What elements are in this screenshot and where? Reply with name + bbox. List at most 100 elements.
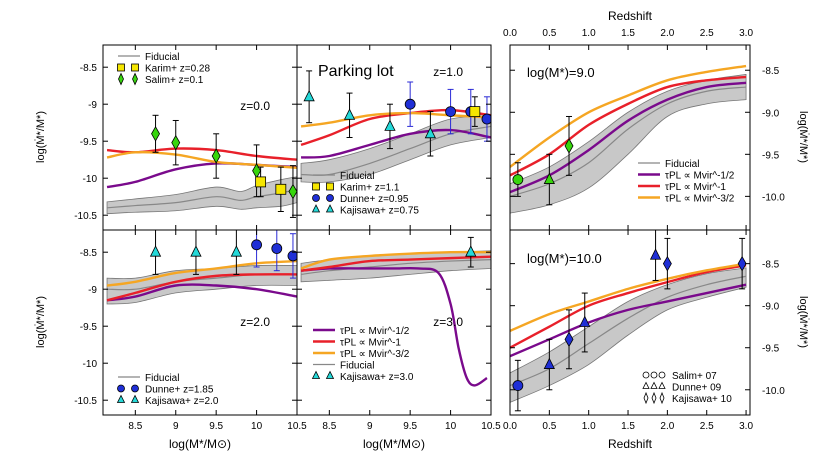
data-point-square bbox=[275, 183, 287, 195]
x-tick-label: 9 bbox=[367, 421, 373, 432]
panel-title: Parking lot bbox=[318, 63, 394, 80]
x-tick-label: 10 bbox=[251, 421, 263, 432]
y-tick-label: -9.0 bbox=[762, 108, 780, 119]
legend-label: Dunne+ z=0.95 bbox=[340, 194, 409, 205]
purple-line bbox=[300, 266, 488, 387]
panel-label: log(M*)=10.0 bbox=[527, 251, 602, 266]
legend-label: τPL ∝ Mvir^-3/2 bbox=[340, 349, 410, 360]
data-point-diamond bbox=[211, 148, 221, 164]
legend-label: τPL ∝ Mvir^-3/2 bbox=[665, 194, 735, 205]
x-tick-label: 1.0 bbox=[582, 421, 596, 432]
data-point-diamond bbox=[737, 255, 747, 272]
data-point-triangle bbox=[190, 245, 202, 257]
y-tick-label: -8.5 bbox=[80, 63, 98, 74]
legend-marker bbox=[651, 391, 657, 405]
y-tick-label: -9.5 bbox=[762, 344, 780, 355]
panel-label: z=3.0 bbox=[433, 315, 463, 329]
legend-marker bbox=[116, 394, 126, 403]
data-point-square bbox=[255, 176, 267, 188]
red-line bbox=[106, 273, 297, 302]
data-point-diamond bbox=[288, 183, 297, 200]
data-point-triangle bbox=[543, 357, 555, 369]
red-line bbox=[510, 264, 747, 349]
x-axis-label: log(M*/M⊙) bbox=[363, 437, 425, 451]
fiducial-band bbox=[510, 73, 747, 214]
y-tick-label: -9.5 bbox=[80, 137, 98, 148]
y-tick-label: -10.5 bbox=[74, 396, 97, 407]
y-tick-label: -8.5 bbox=[762, 260, 780, 271]
legend-marker bbox=[131, 384, 139, 393]
y-tick-label: -9 bbox=[88, 100, 97, 111]
panel-frame bbox=[509, 229, 751, 416]
data-point-triangle bbox=[465, 245, 477, 257]
legend-marker bbox=[658, 371, 666, 379]
x-tick-label: 10.5 bbox=[287, 421, 307, 432]
panel-label: z=1.0 bbox=[433, 65, 463, 79]
legend-marker bbox=[326, 194, 334, 202]
fiducial-line bbox=[300, 259, 491, 275]
x-tick-label: 3.0 bbox=[739, 28, 753, 39]
plot-area bbox=[106, 230, 297, 305]
legend-label: Fiducial bbox=[145, 52, 179, 63]
data-point-circle bbox=[287, 250, 297, 262]
legend-label: Dunne+ z=1.85 bbox=[145, 385, 214, 396]
legend-marker bbox=[650, 371, 658, 379]
data-point-circle bbox=[481, 113, 491, 125]
x-tick-label: 2.0 bbox=[660, 421, 674, 432]
legend-label: τPL ∝ Mvir^-1/2 bbox=[665, 171, 735, 182]
legend-label: Salim+ z=0.1 bbox=[145, 75, 204, 86]
y-tick-label: -10.0 bbox=[762, 192, 785, 203]
legend-marker bbox=[117, 384, 125, 393]
plot-area bbox=[510, 230, 747, 412]
x-tick-label: 9 bbox=[173, 421, 179, 432]
orange-line bbox=[300, 250, 491, 270]
panel-z2: -8.5 -9 -9.5 -10 -10.5 8.5 9 9.5 10 10.5 log(M*/M⊙… bbox=[74, 229, 307, 451]
legend-marker bbox=[642, 381, 650, 389]
data-point-diamond bbox=[171, 134, 181, 151]
data-point-triangle bbox=[384, 119, 396, 131]
x-tick-label: 9.5 bbox=[209, 421, 223, 432]
legend-marker bbox=[117, 63, 125, 72]
y-tick-label: -8.5 bbox=[80, 248, 98, 259]
legend-label: Fiducial bbox=[145, 373, 179, 384]
top-x-axis-label: Redshift bbox=[608, 9, 653, 23]
panel-m10: -8.5 -9.0 -9.5 -10.0 0.0 0.5 1.0 1.5 2.0 2.5 3.0 Re… bbox=[503, 229, 785, 451]
x-tick-label: 2.5 bbox=[700, 28, 714, 39]
x-tick-label: 2.5 bbox=[700, 421, 714, 432]
data-point-diamond bbox=[662, 255, 672, 272]
y-tick-label: -9.5 bbox=[80, 322, 98, 333]
x-tick-label: 1.0 bbox=[582, 28, 596, 39]
data-point-circle bbox=[445, 106, 456, 117]
x-tick-label: 1.5 bbox=[621, 28, 635, 39]
legend-marker bbox=[312, 182, 320, 191]
x-tick-label: 0.0 bbox=[503, 421, 517, 432]
x-tick-label: 0.0 bbox=[503, 28, 517, 39]
x-tick-label: 0.5 bbox=[542, 28, 556, 39]
legend-marker bbox=[326, 182, 334, 191]
plot-area bbox=[300, 70, 491, 183]
data-point-diamond bbox=[151, 125, 161, 142]
y-tick-label: -10 bbox=[83, 174, 98, 185]
right-y-axis-label: log(Ṁ*/M*) bbox=[797, 111, 810, 163]
legend-marker bbox=[312, 194, 320, 202]
purple-line bbox=[106, 283, 297, 302]
x-tick-label: 8.5 bbox=[128, 421, 142, 432]
y-axis-label: log(Ṁ*/M*) bbox=[34, 111, 47, 163]
legend-marker bbox=[658, 381, 666, 389]
legend-label: Fiducial bbox=[340, 361, 374, 372]
panel-frame bbox=[296, 229, 492, 416]
x-axis-label: log(M*/M⊙) bbox=[169, 437, 231, 451]
legend-marker bbox=[130, 394, 140, 403]
legend-marker bbox=[118, 72, 124, 86]
legend-label: Kajisawa+ z=2.0 bbox=[145, 396, 219, 407]
y-tick-label: -8.5 bbox=[762, 66, 780, 77]
plot-area bbox=[510, 64, 747, 214]
data-point-circle bbox=[512, 380, 524, 391]
legend-marker bbox=[132, 72, 138, 86]
legend-marker bbox=[325, 204, 335, 213]
data-point-triangle bbox=[230, 245, 243, 257]
x-tick-label: 0.5 bbox=[542, 421, 556, 432]
panel-label: z=0.0 bbox=[240, 99, 270, 113]
legend-label: τPL ∝ Mvir^-1 bbox=[340, 338, 401, 349]
